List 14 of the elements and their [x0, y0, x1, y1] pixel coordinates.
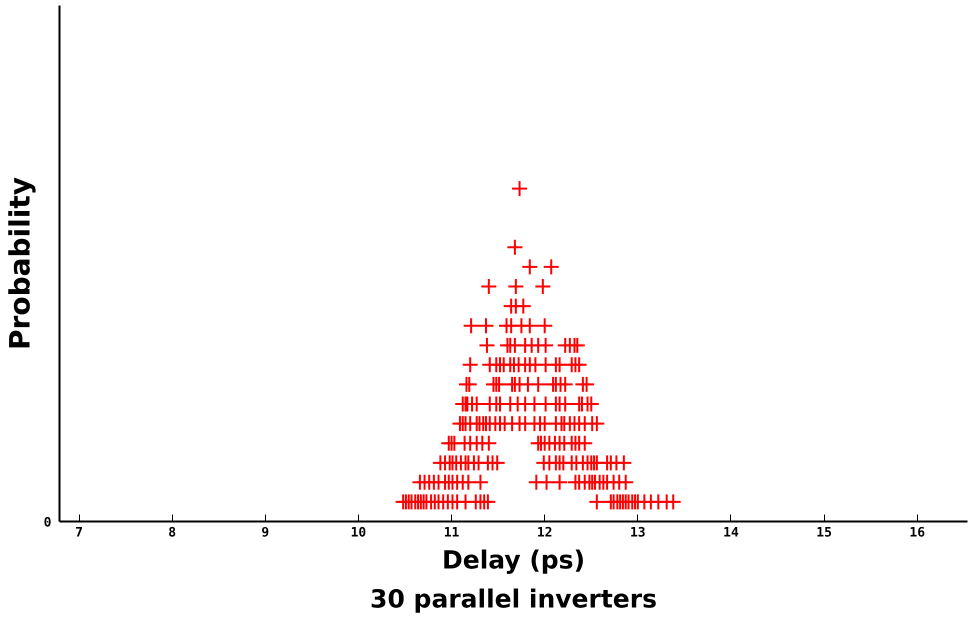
x-tick-label: 7: [75, 526, 83, 540]
x-tick-label: 10: [350, 526, 366, 540]
x-tick-label: 15: [816, 526, 832, 540]
x-tick-label: 8: [168, 526, 176, 540]
text: 0: [44, 516, 52, 530]
x-tick-label: 14: [723, 526, 739, 540]
x-tick-label: 11: [444, 526, 460, 540]
x-axis-title: Delay (ps): [442, 546, 586, 574]
x-tick-label: 13: [630, 526, 646, 540]
x-tick-label: 9: [261, 526, 270, 540]
x-tick-label: 16: [909, 526, 926, 540]
text: 30 parallel inverters: [370, 584, 657, 614]
x-tick-label: 12: [536, 526, 553, 540]
y-axis-title: Probability: [4, 177, 37, 350]
